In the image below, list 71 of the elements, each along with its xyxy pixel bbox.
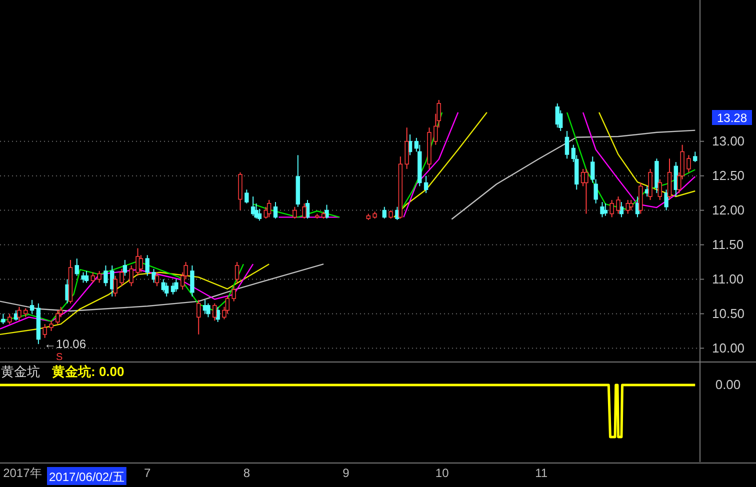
candlestick xyxy=(196,299,201,335)
annotation: 0.00 xyxy=(715,377,741,392)
candlestick xyxy=(113,275,118,297)
candlestick xyxy=(104,264,108,287)
candlestick xyxy=(138,254,144,273)
x-tick-label: 7 xyxy=(144,466,152,480)
candlestick xyxy=(8,313,12,325)
candlestick xyxy=(302,202,306,220)
candlestick xyxy=(424,175,428,194)
annotation: ←10.06 xyxy=(44,337,86,351)
candlestick xyxy=(164,282,169,297)
candlestick xyxy=(30,299,34,314)
candlestick xyxy=(84,270,89,284)
candlestick xyxy=(145,254,150,276)
candlestick xyxy=(590,156,595,184)
candlestick xyxy=(136,248,140,276)
candlestick xyxy=(594,178,598,204)
candlestick xyxy=(17,306,22,322)
x-tick-label: 11 xyxy=(535,466,548,480)
candlestick xyxy=(382,206,387,220)
x-tick-label: 10 xyxy=(435,466,450,480)
candlestick xyxy=(616,196,620,214)
candlestick xyxy=(97,270,102,284)
candlestick xyxy=(600,202,604,218)
candlestick xyxy=(564,130,570,160)
candlestick xyxy=(234,262,240,284)
candlestick xyxy=(628,199,634,211)
candlestick xyxy=(232,286,236,302)
x-tick-label: 9 xyxy=(342,466,350,480)
candlestick xyxy=(292,206,297,220)
text: 2017/06/02/五 xyxy=(49,470,124,484)
candlestick xyxy=(152,268,156,284)
y-tick-label: 11.00 xyxy=(712,271,744,286)
candlestick xyxy=(122,259,128,276)
candlestick xyxy=(190,264,194,297)
candlestick xyxy=(273,202,278,220)
chart-title: 黄金坑 xyxy=(1,364,40,379)
y-tick-label: 11.50 xyxy=(712,236,744,252)
y-tick-label: 12.50 xyxy=(712,168,745,183)
x-tick-label: 2017年 xyxy=(3,466,42,480)
candlestick xyxy=(244,189,249,204)
candlestick xyxy=(603,202,608,216)
candlestick xyxy=(120,268,124,287)
x-tick-label: 8 xyxy=(243,466,250,480)
candlestick xyxy=(404,127,409,170)
candlestick xyxy=(56,310,60,325)
candlestick xyxy=(584,168,588,214)
y-tick-label: 13.00 xyxy=(712,134,745,149)
candlestick xyxy=(658,178,662,200)
candlestick xyxy=(129,264,134,287)
y-tick-label: 12.00 xyxy=(712,202,745,218)
candlestick xyxy=(664,189,668,211)
candlestick xyxy=(324,204,329,220)
candlestick xyxy=(206,302,210,318)
candlestick xyxy=(266,199,272,218)
candlestick xyxy=(212,302,217,322)
annotation: 13.28 xyxy=(716,111,748,125)
candlestick xyxy=(693,151,698,163)
candlestick xyxy=(1,313,6,325)
candlestick xyxy=(174,278,178,292)
candlestick xyxy=(610,199,614,218)
candlestick xyxy=(90,272,95,284)
candlestick xyxy=(42,324,47,338)
y-tick-label: 10.00 xyxy=(712,340,745,356)
candlestick xyxy=(74,258,79,276)
candlestick xyxy=(154,272,160,287)
y-tick-label: 10.50 xyxy=(712,306,745,321)
candlestick xyxy=(49,320,54,332)
annotation: S xyxy=(56,352,63,363)
candlestick xyxy=(686,154,691,173)
text: 黄金坑: 0.00 xyxy=(51,364,124,379)
